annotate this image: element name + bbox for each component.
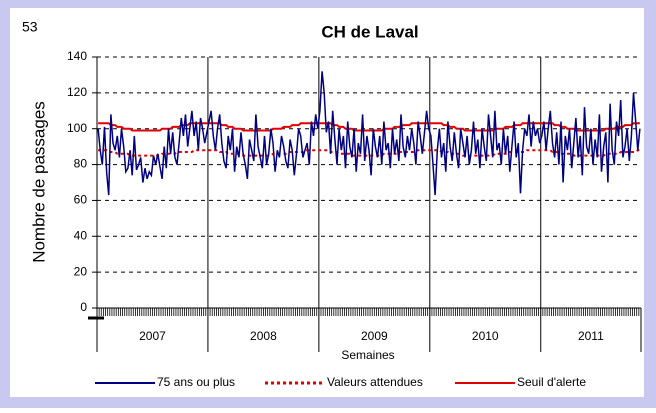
chart-title: CH de Laval bbox=[321, 22, 418, 41]
series-line bbox=[97, 71, 641, 196]
legend-label: Valeurs attendues bbox=[327, 375, 423, 389]
x-tick-label: 2011 bbox=[578, 329, 604, 343]
x-axis-label: Semaines bbox=[341, 348, 394, 362]
y-tick-label: 60 bbox=[74, 193, 88, 207]
x-tick-label: 2009 bbox=[361, 329, 388, 343]
y-tick-label: 80 bbox=[74, 157, 88, 171]
x-tick-label: 2007 bbox=[139, 329, 166, 343]
panel bbox=[10, 8, 644, 397]
series-line bbox=[98, 122, 640, 132]
y-axis-label: Nombre de passages bbox=[29, 101, 48, 263]
x-tick-label: 2008 bbox=[250, 329, 277, 343]
y-tick-label: 100 bbox=[67, 121, 87, 135]
y-tick-label: 120 bbox=[67, 85, 87, 99]
y-tick-label: 0 bbox=[80, 300, 87, 314]
legend-label: 75 ans ou plus bbox=[157, 375, 235, 389]
page-number: 53 bbox=[22, 19, 38, 35]
x-tick-label: 2010 bbox=[472, 329, 499, 343]
y-tick-label: 140 bbox=[67, 49, 87, 63]
y-tick-label: 40 bbox=[74, 228, 88, 242]
y-tick-label: 20 bbox=[74, 264, 88, 278]
legend-label: Seuil d'alerte bbox=[517, 375, 586, 389]
